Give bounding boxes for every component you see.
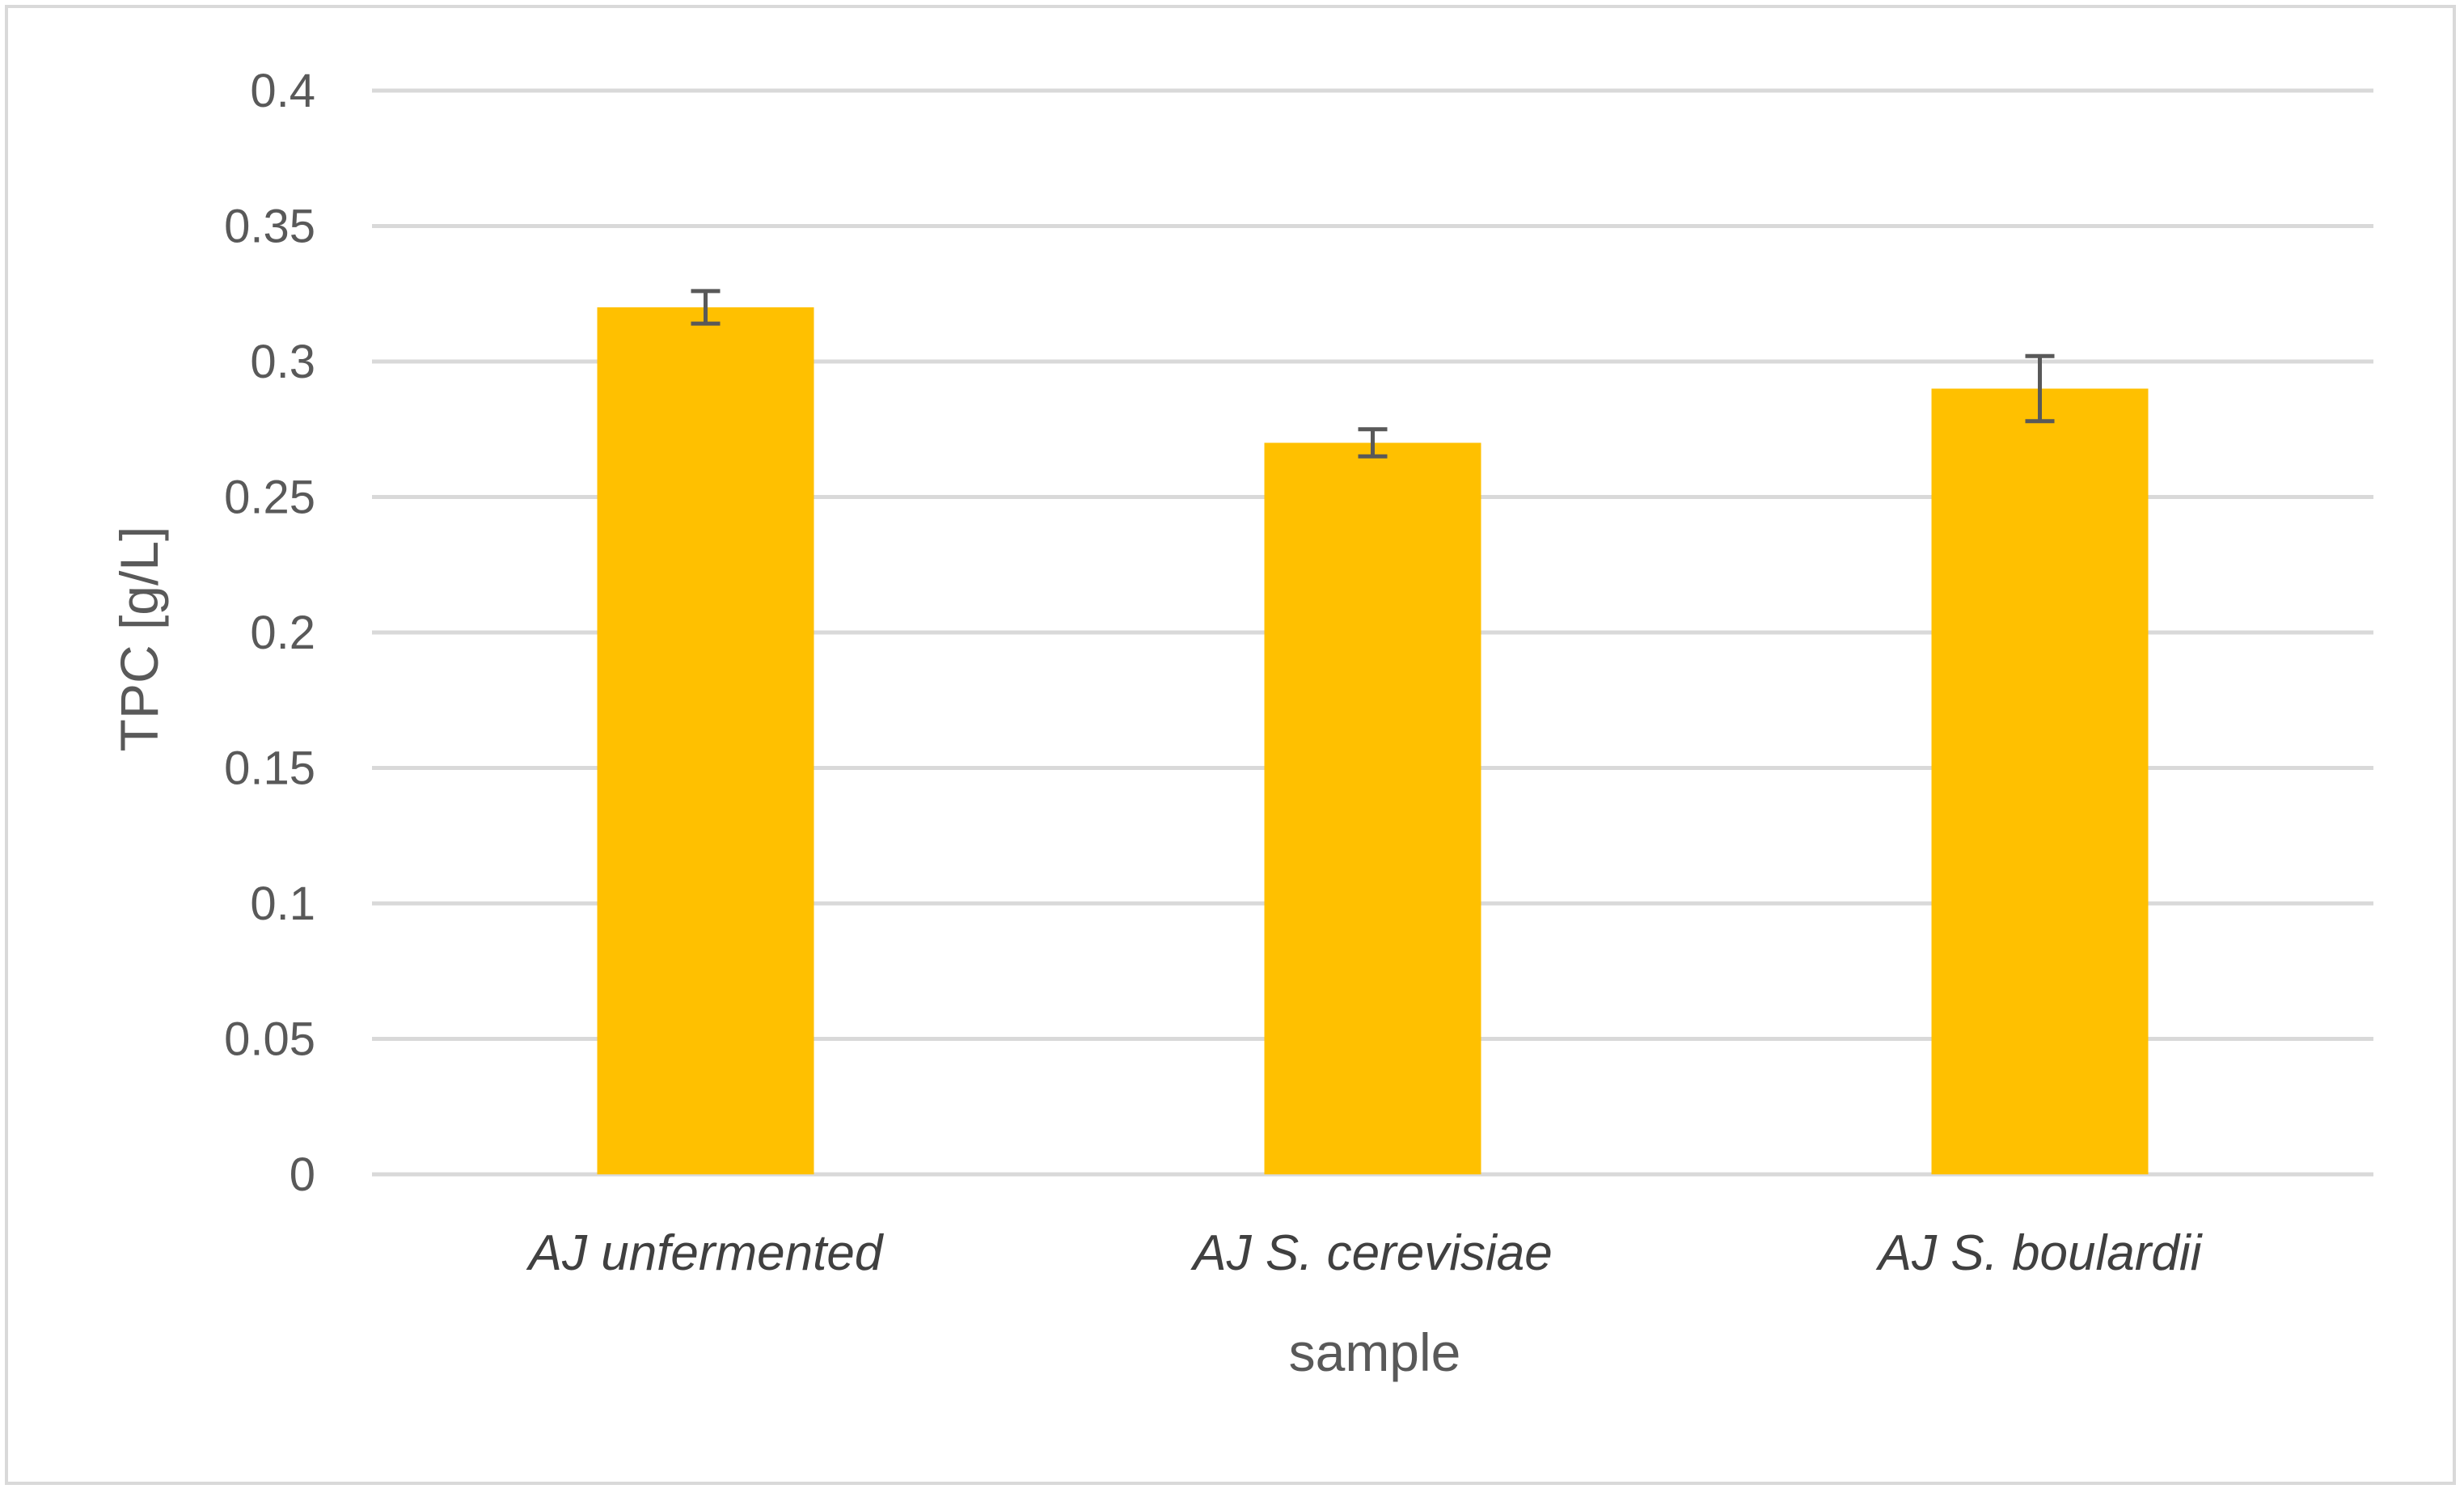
error-bars — [691, 289, 2055, 459]
x-category-label: AJ S. boulardii — [1875, 1225, 2204, 1281]
y-tick-label: 0.1 — [250, 878, 315, 930]
bars — [597, 307, 2149, 1174]
bar — [1264, 442, 1481, 1174]
y-tick-label: 0.2 — [250, 607, 315, 659]
y-tick-label: 0 — [290, 1148, 315, 1201]
y-tick-label: 0.3 — [250, 336, 315, 388]
y-tick-label: 0.15 — [224, 742, 315, 795]
x-category-label: AJ unfermented — [526, 1225, 885, 1281]
x-category-labels: AJ unfermented AJ S. cerevisiae AJ S. boul… — [526, 1225, 2204, 1281]
x-axis-title: sample — [1289, 1322, 1461, 1382]
x-category-label: AJ S. cerevisiae — [1190, 1225, 1553, 1281]
y-tick-label: 0.05 — [224, 1013, 315, 1066]
y-axis-title: TPC [g/L] — [109, 527, 169, 752]
bar — [597, 307, 814, 1174]
bar — [1931, 388, 2149, 1174]
y-tick-label: 0.4 — [250, 65, 315, 117]
y-tick-label: 0.35 — [224, 201, 315, 253]
y-tick-labels: 0 0.05 0.1 0.15 0.2 0.25 0.3 0.35 0.4 — [224, 65, 315, 1201]
y-tick-label: 0.25 — [224, 472, 315, 524]
